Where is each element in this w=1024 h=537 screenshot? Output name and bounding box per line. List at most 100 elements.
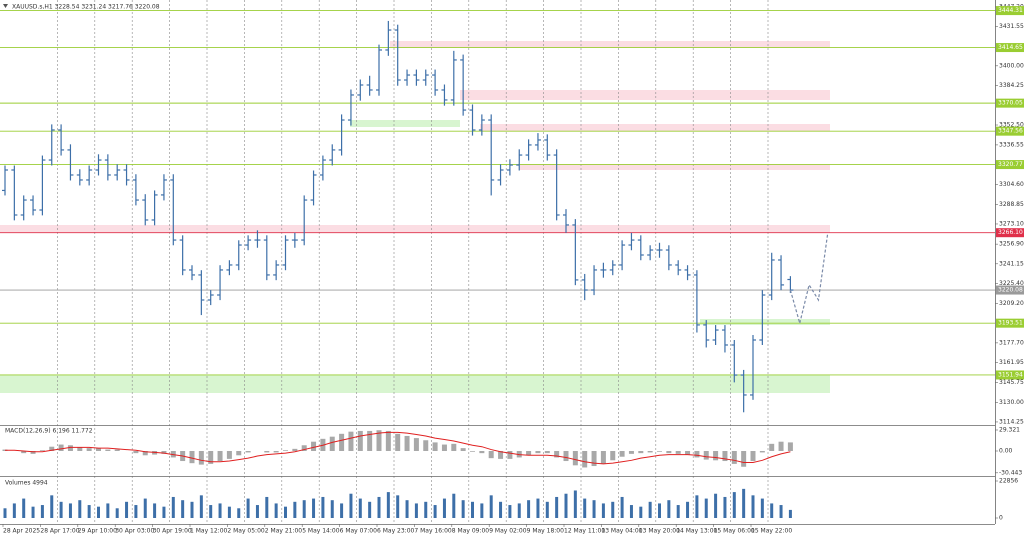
level-label: 3266.10 <box>998 229 1023 236</box>
volume-bar <box>499 501 503 519</box>
volume-bar <box>760 498 764 519</box>
level-label: 3193.51 <box>998 320 1023 327</box>
y-tick-label: 3431.55 <box>999 23 1024 30</box>
level-label: 3320.77 <box>998 161 1023 168</box>
volume-bar <box>199 495 203 519</box>
x-tick-label: 5 May 14:00 <box>302 528 340 535</box>
macd-bar <box>226 450 232 459</box>
macd-bar <box>600 450 606 464</box>
volume-bar <box>106 503 110 519</box>
volume-bar <box>115 508 119 519</box>
volume-bar <box>87 505 91 519</box>
macd-bar <box>572 450 578 466</box>
macd-bar <box>367 430 373 451</box>
volume-bar <box>536 498 540 519</box>
macd-bar <box>535 450 541 454</box>
macd-bar <box>591 450 597 467</box>
volume-bar <box>3 508 7 519</box>
volume-bar <box>237 508 241 519</box>
volume-bar <box>349 493 353 519</box>
x-tick-label: 28 Apr 2025 <box>3 528 40 535</box>
y-tick-label: 0.00 <box>999 447 1013 454</box>
macd-bar <box>722 450 728 462</box>
level-label: 3151.94 <box>998 371 1023 378</box>
macd-bar <box>96 448 101 451</box>
macd-bar <box>479 450 485 454</box>
volume-bar <box>732 492 736 519</box>
demand-zone <box>0 375 830 393</box>
supply-zone <box>460 90 830 100</box>
macd-bar <box>21 450 27 454</box>
y-tick-label: 3256.90 <box>999 241 1024 248</box>
macd-bar <box>694 450 700 458</box>
volume-bar <box>227 506 231 519</box>
supply-zone <box>480 124 830 131</box>
y-tick-label: 3384.25 <box>999 82 1024 89</box>
macd-bar <box>507 450 513 459</box>
macd-bar <box>582 450 588 468</box>
volume-bar <box>190 501 194 519</box>
volume-bar <box>667 500 671 519</box>
macd-bar <box>58 444 64 451</box>
volume-bar <box>704 498 708 519</box>
x-tick-label: 8 May 09:00 <box>452 528 490 535</box>
volume-bar <box>312 498 316 519</box>
level-label: 3370.05 <box>998 100 1023 107</box>
macd-bar <box>741 450 747 467</box>
macd-bar <box>498 450 504 459</box>
volume-bar <box>321 496 325 519</box>
level-label-box <box>996 126 1024 136</box>
macd-bar <box>404 435 410 451</box>
volume-bar <box>629 505 633 519</box>
x-tick-label: 15 May 22:00 <box>751 528 792 535</box>
macd-bar <box>610 450 616 461</box>
macd-bar <box>311 441 317 451</box>
x-tick-label: 14 May 13:00 <box>676 528 717 535</box>
volume-bar <box>143 498 147 519</box>
volume-bar <box>508 505 512 519</box>
level-label: 3444.31 <box>998 7 1023 14</box>
x-tick-label: 13 May 04:00 <box>601 528 642 535</box>
volume-bar <box>751 495 755 519</box>
volume-bar <box>545 501 549 519</box>
volume-bar <box>452 493 456 519</box>
level-label-box <box>996 318 1024 328</box>
macd-bar <box>460 448 466 451</box>
y-tick-label: 3336.55 <box>999 141 1024 148</box>
macd-bar <box>283 450 288 451</box>
volume-bar <box>788 509 792 519</box>
y-tick-label: 3161.95 <box>999 359 1024 366</box>
menu-arrow[interactable] <box>3 4 8 8</box>
volume-bar <box>471 501 474 519</box>
macd-bar <box>217 450 223 462</box>
volume-title: Volumes 4994 <box>5 480 48 487</box>
level-label: 3347.56 <box>998 128 1023 135</box>
macd-bar <box>526 450 532 456</box>
y-tick-label: 3288.85 <box>999 201 1024 208</box>
level-label-box <box>996 160 1024 170</box>
volume-bar <box>246 498 250 519</box>
volume-bar <box>433 505 437 519</box>
volume-bar <box>620 496 624 519</box>
volume-bar <box>573 490 577 519</box>
macd-bar <box>39 450 45 451</box>
macd-bar <box>245 450 251 453</box>
volume-bar <box>386 492 390 519</box>
macd-bar <box>488 450 494 459</box>
volume-bar <box>658 503 661 519</box>
volume-bar <box>489 495 493 519</box>
macd-bar <box>628 450 634 454</box>
level-label: 3220.08 <box>998 287 1023 294</box>
supply-zone <box>520 164 830 170</box>
macd-bar <box>750 450 756 462</box>
x-tick-label: 30 Apr 19:00 <box>153 528 192 535</box>
volume-bar <box>68 503 72 519</box>
volume-bar <box>442 498 446 519</box>
volume-bar <box>648 501 652 519</box>
volume-bar <box>686 501 690 519</box>
macd-bar <box>778 441 784 451</box>
volume-bar <box>31 506 35 519</box>
macd-bar <box>133 450 139 454</box>
